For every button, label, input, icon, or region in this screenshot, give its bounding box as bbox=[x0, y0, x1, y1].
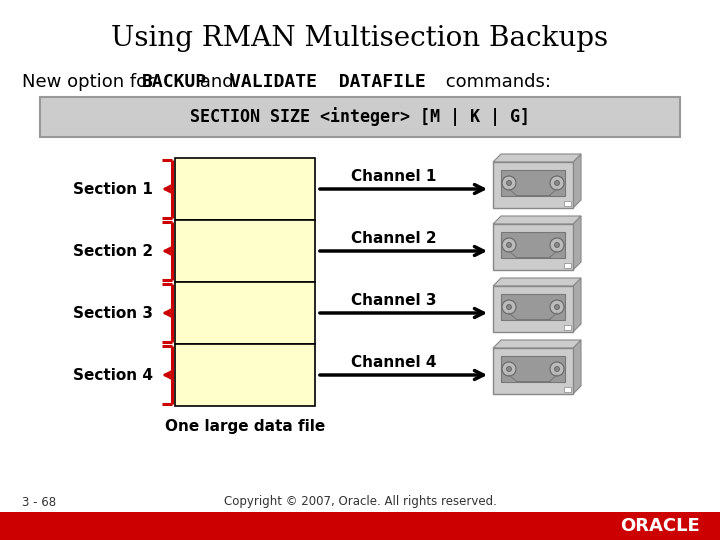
Bar bbox=[493, 162, 573, 208]
Circle shape bbox=[554, 242, 559, 247]
Bar bbox=[0, 512, 720, 540]
Polygon shape bbox=[493, 154, 581, 162]
Circle shape bbox=[550, 362, 564, 376]
Circle shape bbox=[550, 238, 564, 252]
Circle shape bbox=[502, 176, 516, 190]
Circle shape bbox=[550, 176, 564, 190]
Bar bbox=[175, 282, 315, 344]
Text: Using RMAN Multisection Backups: Using RMAN Multisection Backups bbox=[112, 24, 608, 51]
Bar bbox=[493, 224, 573, 270]
Text: commands:: commands: bbox=[440, 73, 551, 91]
Text: SECTION SIZE <integer> [M | K | G]: SECTION SIZE <integer> [M | K | G] bbox=[190, 107, 530, 126]
Text: Channel 3: Channel 3 bbox=[351, 293, 436, 308]
Circle shape bbox=[554, 367, 559, 372]
Text: VALIDATE  DATAFILE: VALIDATE DATAFILE bbox=[230, 73, 426, 91]
Circle shape bbox=[506, 242, 511, 247]
Bar bbox=[493, 286, 573, 332]
Text: Channel 2: Channel 2 bbox=[351, 231, 436, 246]
Circle shape bbox=[502, 300, 516, 314]
Bar bbox=[40, 97, 680, 137]
Bar bbox=[501, 356, 565, 382]
Text: New option for: New option for bbox=[22, 73, 161, 91]
Bar bbox=[175, 344, 315, 406]
Polygon shape bbox=[493, 278, 581, 286]
Text: Section 2: Section 2 bbox=[73, 244, 153, 259]
Polygon shape bbox=[573, 216, 581, 270]
Text: Channel 4: Channel 4 bbox=[351, 355, 436, 370]
Text: Section 4: Section 4 bbox=[73, 368, 153, 382]
Text: ORACLE: ORACLE bbox=[620, 517, 700, 535]
Bar bbox=[564, 325, 571, 330]
Text: BACKUP: BACKUP bbox=[142, 73, 207, 91]
Polygon shape bbox=[573, 154, 581, 208]
Text: One large data file: One large data file bbox=[165, 419, 325, 434]
Text: Section 3: Section 3 bbox=[73, 306, 153, 321]
Text: 3 - 68: 3 - 68 bbox=[22, 496, 56, 509]
Circle shape bbox=[550, 300, 564, 314]
Circle shape bbox=[502, 362, 516, 376]
Bar bbox=[501, 232, 565, 258]
Polygon shape bbox=[493, 340, 581, 348]
Bar bbox=[564, 201, 571, 206]
Bar bbox=[175, 220, 315, 282]
Circle shape bbox=[502, 238, 516, 252]
Circle shape bbox=[554, 305, 559, 309]
Polygon shape bbox=[493, 216, 581, 224]
Text: Copyright © 2007, Oracle. All rights reserved.: Copyright © 2007, Oracle. All rights res… bbox=[224, 496, 496, 509]
Bar bbox=[501, 170, 565, 196]
Bar bbox=[493, 348, 573, 394]
Polygon shape bbox=[573, 340, 581, 394]
Circle shape bbox=[506, 305, 511, 309]
Text: Channel 1: Channel 1 bbox=[351, 169, 436, 184]
Bar bbox=[564, 263, 571, 268]
Text: Section 1: Section 1 bbox=[73, 181, 153, 197]
Circle shape bbox=[554, 180, 559, 186]
Bar bbox=[175, 158, 315, 220]
Circle shape bbox=[506, 367, 511, 372]
Text: and: and bbox=[194, 73, 239, 91]
Polygon shape bbox=[573, 278, 581, 332]
Circle shape bbox=[506, 180, 511, 186]
Bar bbox=[564, 387, 571, 392]
Bar bbox=[501, 294, 565, 320]
